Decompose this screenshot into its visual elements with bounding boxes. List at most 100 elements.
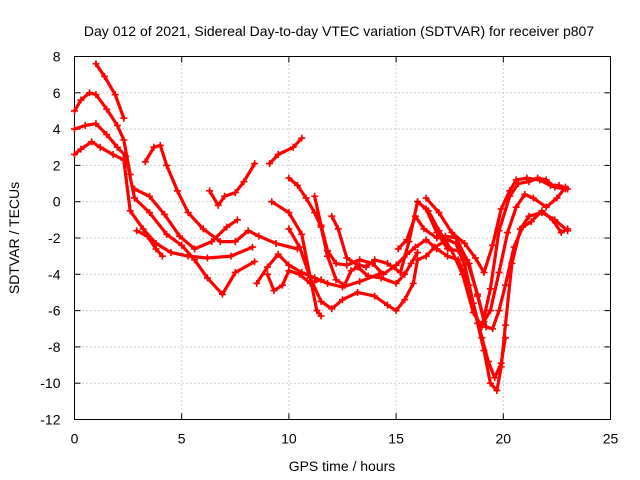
series-sat-b <box>71 120 259 298</box>
data-point <box>221 192 229 200</box>
data-point <box>71 151 78 159</box>
data-point <box>191 245 199 253</box>
data-point <box>501 321 509 329</box>
data-point <box>549 216 557 224</box>
data-point <box>392 279 400 287</box>
data-point <box>146 192 154 200</box>
data-point <box>92 120 100 128</box>
data-point <box>392 307 400 315</box>
data-point <box>161 210 169 218</box>
data-point <box>146 209 154 217</box>
data-point <box>317 221 325 229</box>
grid <box>74 56 611 420</box>
y-tick-label: -2 <box>48 230 61 246</box>
series-sat-a <box>71 138 256 262</box>
data-point <box>486 285 494 293</box>
data-point <box>536 176 544 184</box>
data-point <box>495 268 503 276</box>
data-point <box>527 218 535 226</box>
data-point <box>285 261 293 269</box>
series-line <box>268 136 304 166</box>
data-point <box>313 307 321 315</box>
data-point <box>317 312 325 320</box>
data-point <box>489 241 497 249</box>
x-tick-label: 0 <box>71 431 79 447</box>
data-point <box>263 270 271 278</box>
data-point <box>158 252 166 260</box>
data-point <box>501 281 509 289</box>
data-point <box>555 181 563 189</box>
data-point <box>203 254 211 262</box>
chart-title: Day 012 of 2021, Sidereal Day-to-day VTE… <box>84 23 594 39</box>
data-point <box>285 225 293 233</box>
data-point <box>512 203 520 211</box>
data-point <box>111 91 119 99</box>
series-sat-s <box>422 174 572 276</box>
series-line <box>208 162 257 207</box>
data-point <box>77 96 85 104</box>
data-point <box>356 256 364 264</box>
data-point <box>191 256 199 264</box>
data-point <box>244 227 252 235</box>
data-point <box>296 243 304 251</box>
data-point <box>120 114 128 122</box>
data-point <box>285 209 293 217</box>
data-point <box>379 270 387 278</box>
data-point <box>71 107 78 115</box>
data-point <box>77 145 85 153</box>
data-point <box>298 230 306 238</box>
data-point <box>203 274 211 282</box>
data-point <box>497 363 505 371</box>
data-point <box>435 227 443 235</box>
series-sat-g <box>133 227 166 260</box>
data-point <box>328 305 336 313</box>
series-sat-h <box>206 160 259 209</box>
data-point <box>248 243 256 251</box>
series-sat-d <box>92 60 128 122</box>
y-tick-label: 8 <box>53 49 61 65</box>
data-point <box>216 238 224 246</box>
data-point <box>109 151 117 159</box>
data-point <box>150 143 158 151</box>
data-point <box>113 143 121 151</box>
data-point <box>141 158 149 166</box>
data-point <box>409 279 417 287</box>
data-point <box>512 176 520 184</box>
data-point <box>489 325 497 333</box>
x-tick-label: 10 <box>281 431 297 447</box>
series-sat-c <box>71 89 134 178</box>
data-point <box>218 290 226 298</box>
data-point <box>163 161 171 169</box>
data-point <box>354 288 362 296</box>
data-point <box>208 238 216 246</box>
series-line <box>72 91 132 177</box>
data-point <box>411 243 419 251</box>
series-sat-e <box>131 185 241 253</box>
data-point <box>184 209 192 217</box>
series-line <box>132 187 239 251</box>
data-point <box>298 134 306 142</box>
data-point <box>514 180 522 188</box>
data-point <box>143 232 151 240</box>
data-point <box>126 170 134 178</box>
data-point <box>422 194 430 202</box>
y-axis-label: SDTVAR / TECUs <box>6 182 22 294</box>
data-point <box>120 136 128 144</box>
data-point <box>323 247 331 255</box>
data-point <box>521 190 529 198</box>
data-point <box>486 379 494 387</box>
data-point <box>81 121 89 129</box>
data-point <box>506 187 514 195</box>
data-point <box>396 268 404 276</box>
data-point <box>351 259 359 267</box>
data-point <box>461 239 469 247</box>
data-point <box>206 187 214 195</box>
data-point <box>126 207 134 215</box>
data-point <box>302 194 310 202</box>
data-point <box>414 256 422 264</box>
data-point <box>480 347 488 355</box>
y-tick-label: 6 <box>53 85 61 101</box>
x-tick-label: 5 <box>178 431 186 447</box>
data-point <box>103 105 111 113</box>
